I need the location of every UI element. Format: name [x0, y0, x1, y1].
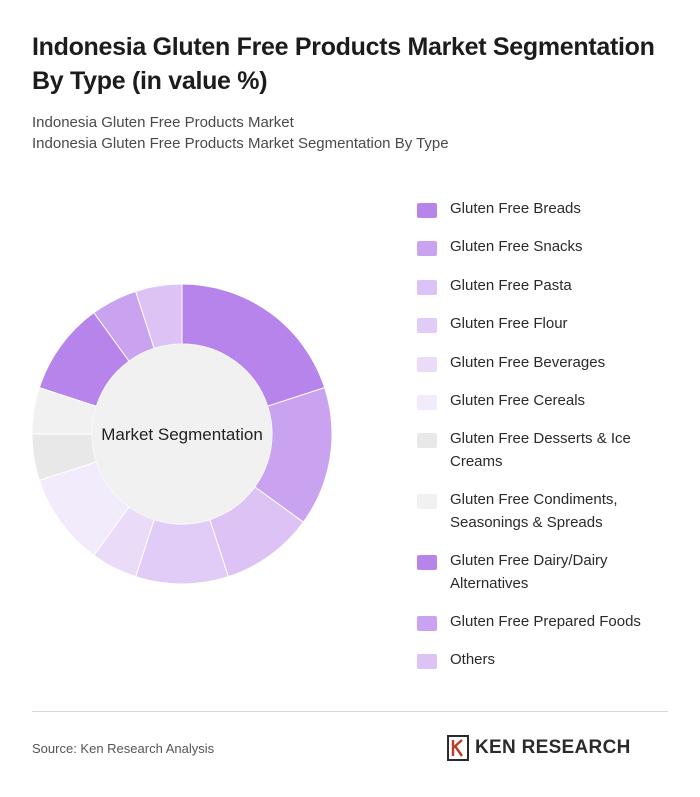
legend-label: Gluten Free Desserts & Ice Creams [450, 430, 631, 470]
legend-item: Gluten Free Condiments, Seasonings & Spr… [417, 488, 677, 534]
legend-swatch [417, 241, 437, 256]
ken-research-logo-icon [447, 735, 469, 761]
legend-label: Gluten Free Snacks [450, 238, 583, 255]
legend-item: Gluten Free Pasta [417, 274, 677, 297]
ken-research-logo: KEN RESEARCH [447, 735, 631, 761]
legend-label: Gluten Free Pasta [450, 277, 572, 294]
chart-title: Indonesia Gluten Free Products Market Se… [32, 33, 655, 95]
legend-item: Gluten Free Dairy/Dairy Alternatives [417, 549, 677, 595]
legend-swatch [417, 494, 437, 509]
legend-swatch [417, 395, 437, 410]
legend-swatch [417, 616, 437, 631]
legend-label: Others [450, 651, 496, 668]
legend-item: Gluten Free Beverages [417, 351, 677, 374]
legend-label: Gluten Free Dairy/Dairy Alternatives [450, 552, 608, 592]
donut-hole [92, 344, 272, 524]
footer-divider [32, 711, 668, 712]
legend-swatch [417, 280, 437, 295]
legend-label: Gluten Free Breads [450, 200, 581, 217]
legend-item: Gluten Free Cereals [417, 389, 677, 412]
legend-swatch [417, 654, 437, 669]
legend-item: Gluten Free Desserts & Ice Creams [417, 427, 677, 473]
donut-center-label: Market Segmentation [101, 425, 263, 444]
legend-label: Gluten Free Prepared Foods [450, 613, 641, 630]
donut-slices [31, 283, 333, 585]
legend-label: Gluten Free Cereals [450, 392, 586, 409]
legend-item: Gluten Free Breads [417, 197, 677, 220]
legend-swatch [417, 357, 437, 372]
donut-chart: Market Segmentation [31, 283, 333, 585]
legend-swatch [417, 203, 437, 218]
legend-label: Gluten Free Beverages [450, 354, 606, 371]
legend-item: Others [417, 648, 677, 671]
ken-research-logo-text: KEN RESEARCH [475, 737, 631, 758]
chart-subtitle-market: Indonesia Gluten Free Products Market [32, 114, 294, 131]
legend-label: Gluten Free Condiments, Seasonings & Spr… [450, 491, 618, 531]
legend-swatch [417, 318, 437, 333]
legend-swatch [417, 433, 437, 448]
legend-item: Gluten Free Prepared Foods [417, 610, 677, 633]
chart-subtitle-segmentation: Indonesia Gluten Free Products Market Se… [32, 135, 449, 152]
legend-item: Gluten Free Flour [417, 312, 677, 335]
legend-item: Gluten Free Snacks [417, 235, 677, 258]
legend-swatch [417, 555, 437, 570]
legend-label: Gluten Free Flour [450, 315, 568, 332]
source-note: Source: Ken Research Analysis [32, 741, 215, 756]
